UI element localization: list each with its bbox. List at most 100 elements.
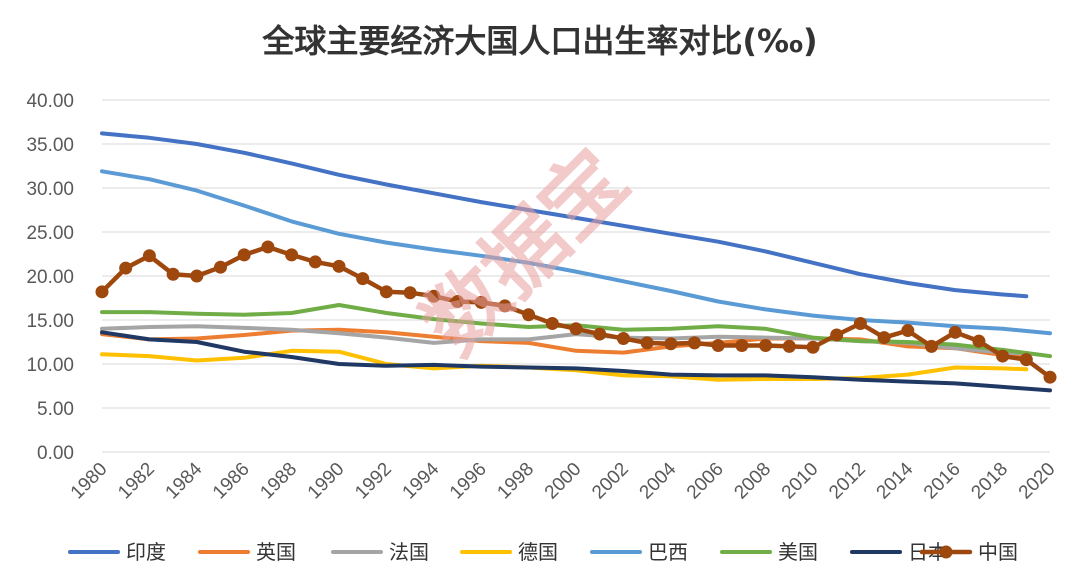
x-tick-label: 2010 — [778, 459, 823, 504]
x-tick-label: 1998 — [493, 459, 538, 504]
x-tick-label: 1982 — [114, 459, 159, 504]
legend-label: 德国 — [518, 540, 558, 564]
legend-item: 巴西 — [590, 540, 688, 564]
data-point — [782, 339, 796, 353]
legend: 印度 英国 法国 德国 巴西 美国 日本 中国 — [68, 540, 1018, 564]
data-point — [545, 317, 559, 331]
x-tick-label: 2004 — [636, 458, 681, 503]
chart-title: 全球主要经济大国人口出生率对比(‰) — [261, 22, 817, 60]
data-point — [356, 272, 370, 286]
data-point — [332, 259, 346, 273]
x-tick-label: 2018 — [967, 459, 1012, 504]
x-tick-label: 1980 — [67, 459, 112, 504]
series-line — [100, 131, 1029, 299]
y-tick-label: 35.00 — [26, 135, 74, 156]
legend-marker — [939, 545, 953, 559]
grid-lines — [102, 99, 1050, 453]
data-point — [996, 349, 1010, 363]
data-point — [972, 334, 986, 348]
data-point — [308, 255, 322, 269]
x-tick-label: 2020 — [1015, 459, 1060, 504]
x-tick-label: 1984 — [162, 458, 207, 503]
series-line — [100, 330, 1052, 393]
data-point — [451, 295, 464, 309]
y-tick-label: 15.00 — [26, 311, 74, 332]
series-日本 — [100, 330, 1052, 393]
y-axis-tick-labels: 0.00 5.00 10.00 15.00 20.00 25.00 30.00 35.00 40… — [26, 91, 74, 464]
y-tick-label: 40.00 — [26, 91, 74, 112]
data-point — [616, 331, 630, 345]
legend-label: 印度 — [126, 540, 166, 564]
data-point — [95, 285, 109, 299]
legend-item: 德国 — [460, 540, 558, 564]
x-tick-label: 2000 — [541, 459, 586, 504]
data-point — [261, 240, 275, 254]
y-tick-label: 25.00 — [26, 223, 74, 244]
data-point — [119, 261, 133, 275]
data-point — [853, 317, 867, 331]
legend-label: 巴西 — [648, 540, 688, 564]
x-tick-label: 1988 — [256, 459, 301, 504]
data-point — [948, 325, 962, 339]
data-point — [214, 260, 227, 274]
data-point — [830, 328, 844, 342]
legend-item: 法国 — [331, 540, 429, 564]
y-tick-label: 20.00 — [26, 267, 74, 288]
legend-label: 法国 — [389, 540, 429, 564]
data-point — [1019, 353, 1033, 367]
x-tick-label: 1996 — [446, 459, 491, 504]
x-tick-label: 2008 — [730, 459, 775, 504]
data-point — [806, 340, 820, 354]
series-line — [100, 348, 1029, 382]
data-point — [427, 289, 441, 303]
series-德国 — [100, 348, 1029, 382]
x-tick-label: 2012 — [825, 459, 870, 504]
x-tick-label: 1992 — [351, 459, 396, 504]
x-tick-label: 2016 — [920, 459, 965, 504]
data-point — [711, 339, 725, 353]
data-point — [664, 337, 678, 351]
legend-item: 中国 — [919, 540, 1018, 564]
data-point — [901, 324, 915, 338]
x-tick-label: 1986 — [209, 459, 254, 504]
data-point — [379, 285, 393, 299]
y-tick-label: 0.00 — [37, 443, 74, 464]
data-point — [1043, 370, 1057, 384]
legend-label: 中国 — [978, 540, 1018, 564]
series-中国 — [95, 240, 1057, 384]
data-point — [498, 299, 512, 313]
legend-label: 美国 — [778, 540, 818, 564]
legend-label: 英国 — [256, 540, 296, 564]
x-tick-label: 2014 — [873, 458, 918, 503]
data-point — [403, 286, 417, 300]
data-point — [285, 248, 299, 262]
series-巴西 — [100, 169, 1052, 336]
x-tick-label: 2006 — [683, 459, 728, 504]
x-axis-tick-labels: 1980 1982 1984 1986 1988 1990 1992 1994 1996 1998… — [67, 458, 1060, 503]
data-point — [759, 339, 773, 353]
data-point — [877, 331, 891, 345]
data-point — [688, 336, 701, 350]
y-tick-label: 5.00 — [37, 399, 74, 420]
data-point — [190, 269, 204, 283]
data-point — [237, 248, 251, 262]
data-point — [640, 336, 654, 350]
series-印度 — [100, 131, 1029, 299]
y-tick-label: 30.00 — [26, 179, 74, 200]
series-lines — [95, 131, 1057, 393]
data-point — [522, 308, 536, 322]
x-tick-label: 1990 — [304, 459, 349, 504]
legend-item: 美国 — [720, 540, 818, 564]
data-point — [593, 327, 607, 341]
y-tick-label: 10.00 — [26, 355, 74, 376]
x-tick-label: 1994 — [399, 458, 444, 503]
data-point — [925, 339, 938, 353]
series-line — [100, 169, 1052, 336]
data-point — [474, 295, 488, 309]
data-point — [166, 267, 180, 281]
data-point — [142, 249, 156, 263]
data-point — [735, 339, 749, 353]
legend-item: 英国 — [198, 540, 296, 564]
data-point — [569, 322, 583, 336]
